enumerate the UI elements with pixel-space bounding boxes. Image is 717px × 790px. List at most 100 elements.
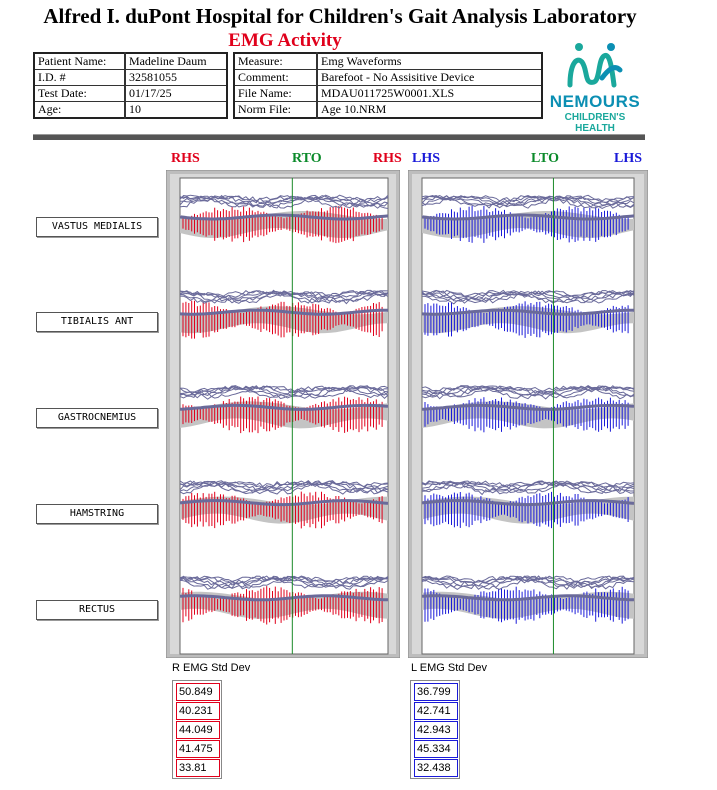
comment-label: Comment: <box>233 69 318 86</box>
right-emg-row <box>179 194 389 244</box>
right-std-dev-label: R EMG Std Dev <box>172 662 251 674</box>
left-norm-envelope <box>421 480 635 494</box>
left-norm-mean <box>421 213 635 221</box>
right-std-dev-value: 50.849 <box>176 683 220 701</box>
right-norm-mean <box>179 594 389 602</box>
right-heel-strike-end-label: RHS <box>373 151 402 166</box>
left-norm-mean <box>421 308 634 316</box>
test-date-label: Test Date: <box>33 85 126 102</box>
right-norm-mean <box>179 403 389 411</box>
left-norm-envelope <box>421 289 635 304</box>
right-norm-envelope <box>179 289 389 304</box>
right-emg-row <box>179 480 389 529</box>
left-norm-envelope <box>421 575 635 590</box>
age-value: 10 <box>123 101 228 119</box>
right-std-dev-value: 33.81 <box>176 759 220 777</box>
right-norm-envelope <box>179 290 388 305</box>
age-label: Age: <box>33 101 126 119</box>
left-norm-envelope <box>421 385 635 400</box>
right-emg-traces <box>179 194 389 625</box>
norm-file-value: Age 10.NRM <box>316 101 543 119</box>
left-norm-envelope <box>421 195 635 209</box>
right-emg-row <box>179 289 389 339</box>
left-norm-envelope <box>421 575 635 590</box>
right-norm-mean <box>179 308 388 316</box>
norm-file-label: Norm File: <box>233 101 318 119</box>
left-heel-strike-end-label: LHS <box>614 151 643 166</box>
right-norm-mean <box>179 499 389 507</box>
patient-name-label: Patient Name: <box>33 52 126 70</box>
right-norm-envelope <box>179 194 389 209</box>
right-toe-off-label: RTO <box>292 151 322 166</box>
left-emg-row <box>421 289 635 338</box>
right-norm-envelope <box>179 385 389 399</box>
nemours-logo: NEMOURS CHILDREN'S HEALTH <box>548 40 648 134</box>
right-std-dev-list: 50.849 40.231 44.049 41.475 33.81 <box>172 680 222 779</box>
nemours-logo-icon <box>567 43 623 88</box>
muscle-label-vastus-medialis: VASTUS MEDIALIS <box>36 217 158 237</box>
right-emg-panel <box>166 170 400 658</box>
logo-brand-text: NEMOURS <box>549 92 641 111</box>
right-std-dev-value: 41.475 <box>176 740 220 758</box>
left-std-dev-list: 36.799 42.741 42.943 45.334 32.438 <box>410 680 460 779</box>
left-emg-traces <box>421 194 635 624</box>
left-norm-envelope <box>421 385 635 399</box>
left-norm-envelope <box>421 194 635 209</box>
logo-sub-text: CHILDREN'S HEALTH <box>564 112 626 134</box>
right-norm-envelope <box>179 575 389 590</box>
left-std-dev-label: L EMG Std Dev <box>411 662 488 674</box>
right-norm-envelope <box>179 575 389 589</box>
left-emg-row <box>421 385 635 433</box>
right-std-dev-value: 40.231 <box>176 702 220 720</box>
right-norm-envelope <box>179 575 389 590</box>
left-std-dev-value: 32.438 <box>414 759 458 777</box>
left-std-dev-value: 42.943 <box>414 721 458 739</box>
muscle-label-tibialis-ant: TIBIALIS ANT <box>36 312 158 332</box>
left-norm-envelope <box>421 385 635 400</box>
left-emg-row <box>421 575 635 624</box>
header-separator <box>33 134 645 140</box>
comment-value: Barefoot - No Assisitive Device <box>316 69 543 86</box>
patient-name-value: Madeline Daum <box>123 52 228 70</box>
right-norm-envelope <box>179 385 389 399</box>
muscle-label-gastrocnemius: GASTROCNEMIUS <box>36 408 158 428</box>
left-heel-strike-start-label: LHS <box>412 151 441 166</box>
left-std-dev-value: 42.741 <box>414 702 458 720</box>
file-name-label: File Name: <box>233 85 318 102</box>
right-norm-envelope <box>179 290 389 304</box>
patient-id-value: 32581055 <box>123 69 228 86</box>
muscle-label-hamstring: HAMSTRING <box>36 504 158 524</box>
left-norm-envelope <box>421 575 635 590</box>
test-info-table: Measure: Emg Waveforms Comment: Barefoot -… <box>233 52 543 119</box>
left-toe-off-label: LTO <box>531 151 560 166</box>
right-norm-envelope <box>179 289 389 304</box>
left-std-dev-value: 36.799 <box>414 683 458 701</box>
right-norm-envelope <box>179 194 389 209</box>
right-norm-envelope <box>179 385 389 400</box>
left-norm-envelope <box>421 480 635 494</box>
left-emg-row <box>421 480 635 529</box>
file-name-value: MDAU011725W0001.XLS <box>316 85 543 102</box>
left-norm-mean <box>421 499 635 507</box>
measure-value: Emg Waveforms <box>316 52 543 70</box>
left-norm-mean <box>421 594 635 602</box>
right-emg-row <box>179 385 389 434</box>
left-emg-panel <box>408 170 648 658</box>
page-subtitle: EMG Activity <box>228 30 342 51</box>
left-std-dev-value: 45.334 <box>414 740 458 758</box>
right-emg-row <box>179 575 389 625</box>
left-norm-envelope <box>421 480 635 494</box>
right-norm-envelope <box>179 194 389 209</box>
left-emg-row <box>421 194 635 243</box>
muscle-label-rectus: RECTUS <box>36 600 158 620</box>
right-norm-envelope <box>179 480 389 495</box>
measure-label: Measure: <box>233 52 318 70</box>
patient-info-table: Patient Name: Madeline Daum I.D. #3258105… <box>33 52 228 119</box>
right-heel-strike-start-label: RHS <box>171 151 200 166</box>
right-norm-envelope <box>179 385 389 399</box>
left-norm-envelope <box>421 194 635 209</box>
test-date-value: 01/17/25 <box>123 85 228 102</box>
right-norm-mean <box>179 213 389 221</box>
patient-id-label: I.D. # <box>33 69 126 86</box>
right-std-dev-value: 44.049 <box>176 721 220 739</box>
